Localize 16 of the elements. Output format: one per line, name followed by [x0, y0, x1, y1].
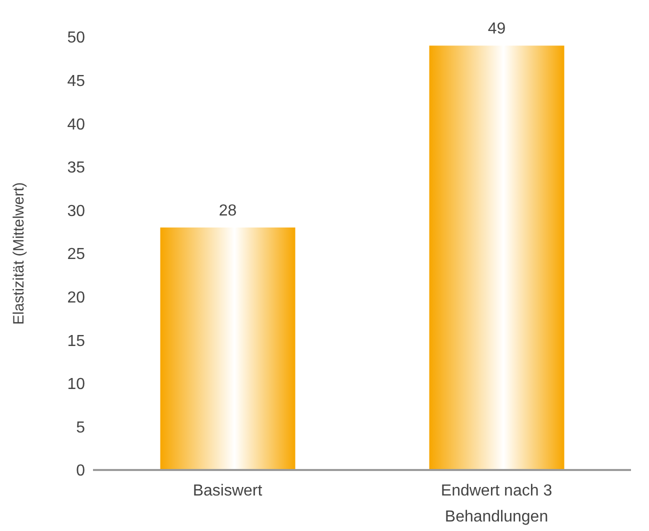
y-tick-label: 35	[67, 160, 86, 177]
data-label: 28	[218, 202, 237, 220]
y-tick-label: 10	[67, 376, 86, 394]
y-tick-label: 25	[67, 246, 86, 264]
data-label: 49	[488, 20, 506, 38]
y-tick-label: 45	[67, 72, 86, 90]
y-tick-label: 20	[67, 289, 86, 306]
y-tick-label: 30	[67, 202, 86, 220]
y-tick-label: 0	[76, 462, 86, 480]
x-tick-label: Basiswert	[192, 482, 263, 500]
y-axis-title: Elastizität (Mittelwert)	[10, 182, 28, 325]
y-tick-label: 50	[67, 30, 86, 47]
y-tick-label: 5	[76, 419, 86, 436]
y-tick-label: 15	[67, 332, 86, 350]
x-tick-label: Endwert nach 3 Behandlungen	[440, 482, 552, 526]
y-tick-label: 40	[67, 116, 86, 134]
